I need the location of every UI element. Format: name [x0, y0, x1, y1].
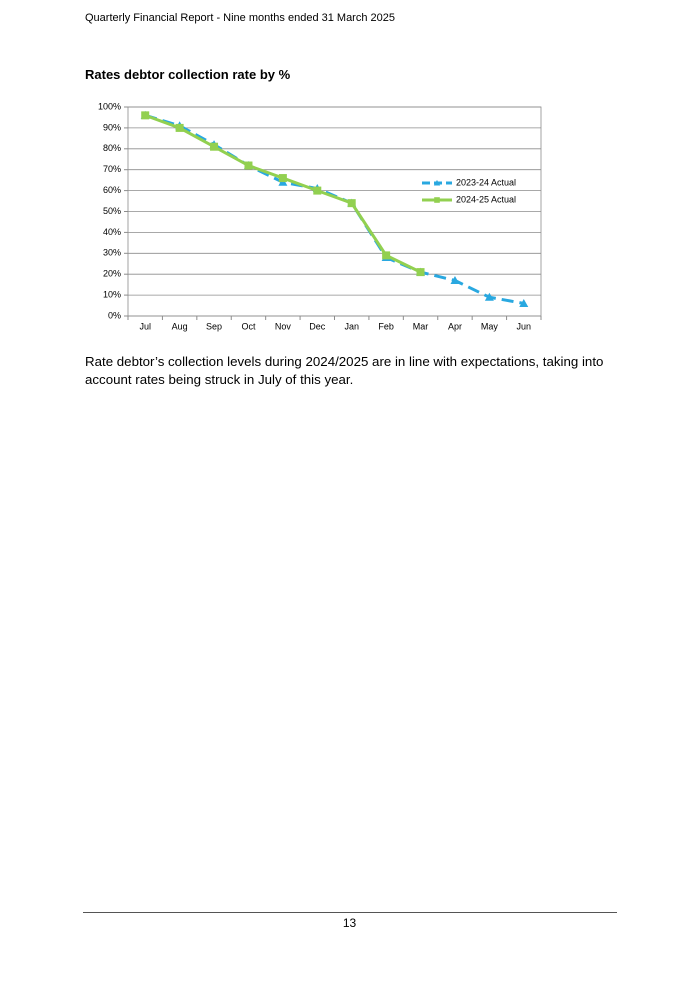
x-tick-label: Oct [241, 321, 256, 331]
legend-marker [434, 197, 440, 203]
legend-label: 2023-24 Actual [456, 177, 516, 187]
y-tick-label: 50% [103, 206, 121, 216]
section-heading: Rates debtor collection rate by % [85, 67, 291, 82]
chart: 0% 10% 20% 30% 40% 50% 60% 70% 80% 90% 100% Jul Aug S… [98, 101, 542, 331]
data-point [175, 123, 184, 132]
data-point [313, 186, 322, 195]
data-point [210, 142, 219, 151]
x-tick-label: Apr [448, 321, 462, 331]
page-header: Quarterly Financial Report - Nine months… [85, 12, 395, 24]
x-tick-label: Sep [206, 321, 222, 331]
legend-label: 2024-25 Actual [456, 194, 516, 204]
data-point [519, 298, 529, 307]
data-point [244, 161, 253, 170]
data-point [278, 174, 287, 183]
legend-marker [433, 179, 441, 186]
x-tick-label: Dec [309, 321, 326, 331]
paragraph: Rate debtor’s collection levels during 2… [85, 354, 604, 387]
footer-rule [83, 912, 617, 913]
data-point [416, 268, 425, 277]
x-tick-label: Nov [275, 321, 292, 331]
x-tick-label: Mar [413, 321, 429, 331]
data-point [382, 251, 391, 260]
y-tick-label: 70% [103, 164, 121, 174]
data-point [484, 292, 494, 301]
x-tick-label: Aug [172, 321, 188, 331]
y-tick-label: 20% [103, 269, 121, 279]
y-tick-label: 40% [103, 227, 121, 237]
y-tick-label: 90% [103, 122, 121, 132]
x-tick-label: Jun [517, 321, 532, 331]
data-point [347, 199, 356, 208]
x-tick-label: Jul [139, 321, 151, 331]
page-number: 13 [342, 916, 357, 930]
y-tick-label: 30% [103, 248, 121, 258]
y-tick-label: 100% [98, 101, 121, 111]
x-tick-label: May [481, 321, 499, 331]
data-point [450, 275, 460, 284]
x-tick-label: Feb [378, 321, 394, 331]
y-tick-label: 60% [103, 185, 121, 195]
y-tick-label: 80% [103, 143, 121, 153]
y-tick-label: 0% [108, 310, 121, 320]
data-point [141, 111, 150, 120]
y-tick-label: 10% [103, 289, 121, 299]
x-tick-label: Jan [344, 321, 359, 331]
series-line [144, 113, 525, 305]
